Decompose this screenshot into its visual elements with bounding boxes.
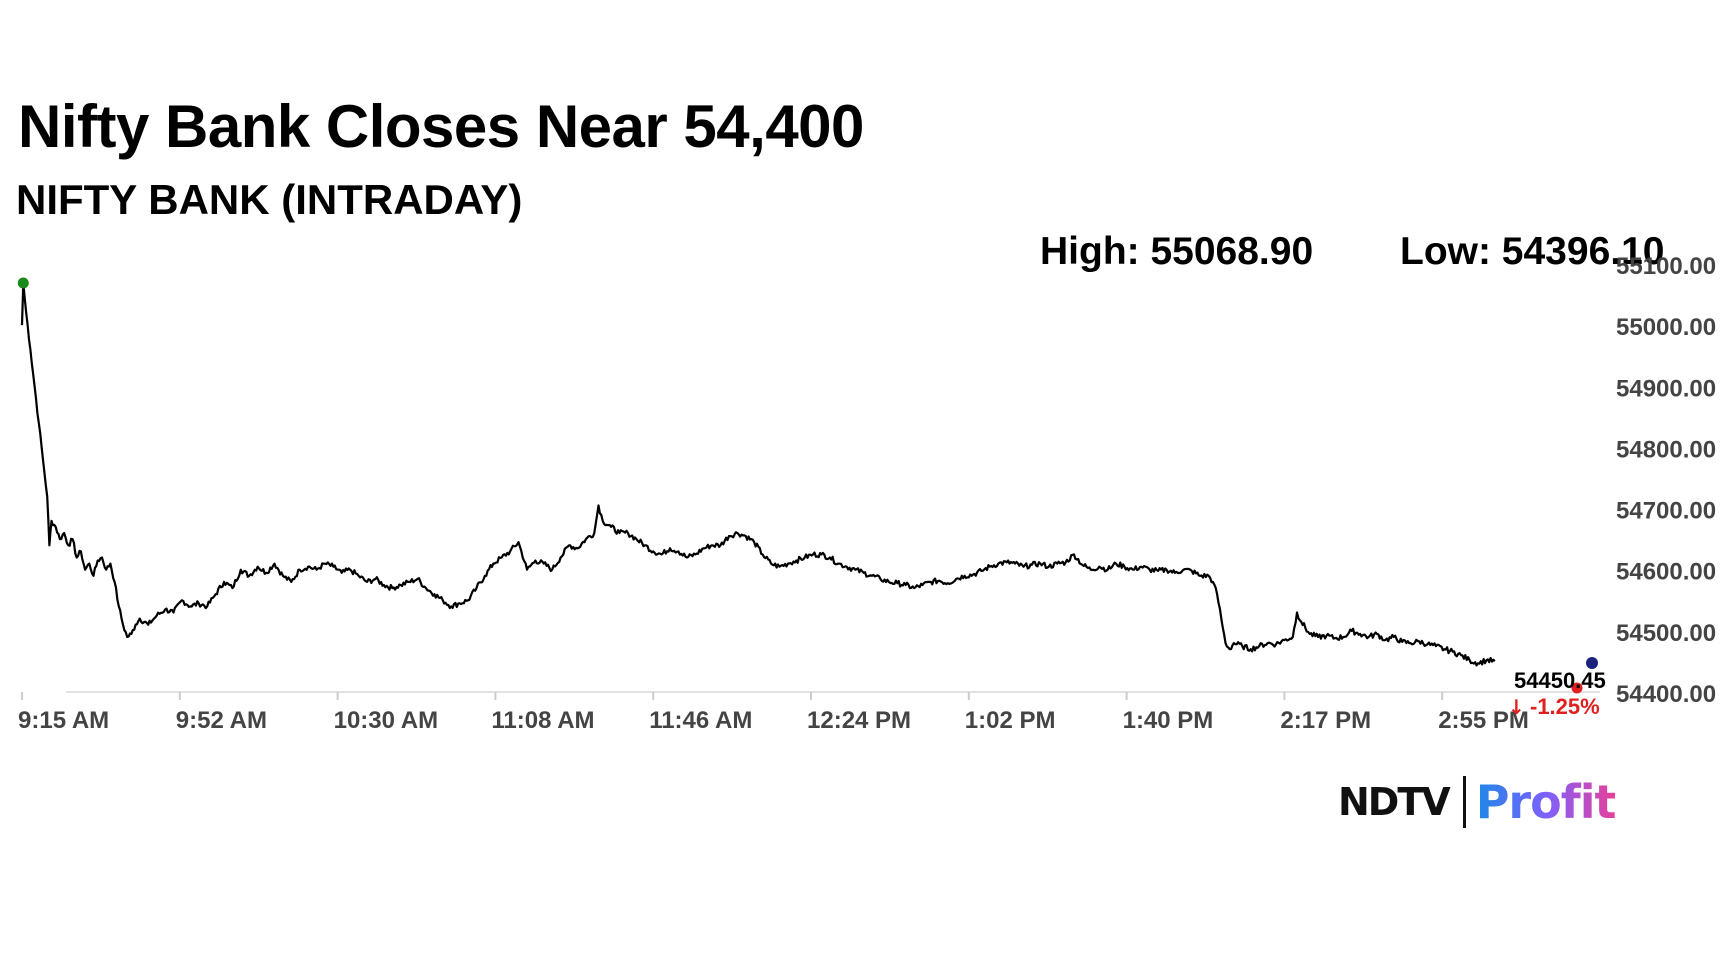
y-tick-label: 54500.00 — [1616, 620, 1716, 647]
x-tick-label: 1:40 PM — [1123, 707, 1214, 734]
change-percent-label: -1.25% — [1530, 694, 1600, 719]
x-tick-label: 12:24 PM — [807, 707, 911, 734]
chart-title: Nifty Bank Closes Near 54,400 — [18, 93, 864, 160]
x-tick-label: 9:15 AM — [18, 707, 109, 734]
x-axis: 9:15 AM 9:52 AM 10:30 AM 11:08 AM 11:46 AM 12… — [18, 691, 1600, 734]
last-value-marker — [1571, 682, 1583, 694]
x-tick-label: 11:46 AM — [649, 707, 752, 734]
x-tick-label: 1:02 PM — [965, 707, 1056, 734]
down-arrow-icon: ↓ — [1508, 695, 1525, 719]
y-tick-label: 54800.00 — [1616, 436, 1716, 463]
plot-area: 54450.45↓ -1.25% — [17, 277, 1606, 719]
y-tick-label: 54900.00 — [1616, 375, 1716, 402]
x-tick-label: 11:08 AM — [491, 707, 594, 734]
series-line — [20, 281, 1496, 667]
high-value-label: High: 55068.90 — [1040, 230, 1314, 273]
y-tick-label: 54600.00 — [1616, 559, 1716, 586]
end-point-marker — [1586, 657, 1598, 669]
low-value-label: Low: 54396.10 — [1400, 230, 1665, 273]
y-tick-label: 55000.00 — [1616, 314, 1716, 341]
ndtv-profit-logo: NDTV Profit — [1338, 775, 1616, 829]
last-value-label: 54450.45 — [1514, 668, 1606, 693]
x-tick-label: 2:55 PM — [1438, 707, 1529, 734]
y-tick-label: 55100.00 — [1616, 253, 1716, 280]
chart-subtitle: NIFTY BANK (INTRADAY) — [16, 176, 523, 223]
y-tick-label: 54700.00 — [1616, 498, 1716, 525]
x-tick-label: 2:17 PM — [1280, 707, 1371, 734]
x-tick-label: 10:30 AM — [334, 707, 438, 734]
y-axis: 55100.00 55000.00 54900.00 54800.00 54700.00… — [1616, 253, 1716, 708]
x-tick-label: 9:52 AM — [176, 707, 267, 734]
y-tick-label: 54400.00 — [1616, 681, 1716, 708]
start-point-marker — [17, 277, 29, 289]
